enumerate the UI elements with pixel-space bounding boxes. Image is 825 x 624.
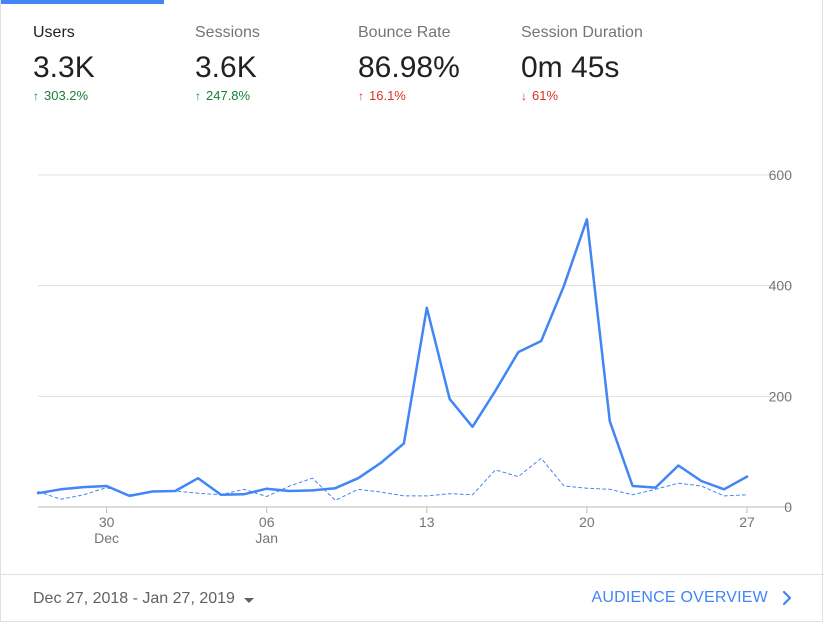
y-tick-label: 0 <box>784 499 792 515</box>
x-tick-label: 20 <box>579 514 595 530</box>
metric-change: ↑ 247.8% <box>195 88 260 103</box>
x-tick-label: 06 <box>259 514 275 530</box>
audience-overview-label: AUDIENCE OVERVIEW <box>591 589 768 606</box>
metric-change-value: 61% <box>532 88 559 103</box>
x-tick-sublabel: Dec <box>94 530 119 546</box>
arrow-up-icon: ↑ <box>33 88 39 103</box>
metric-change: ↑ 303.2% <box>33 88 95 103</box>
arrow-up-icon: ↑ <box>358 88 364 103</box>
series-line-previous-period <box>37 457 748 501</box>
x-tick-sublabel: Jan <box>255 530 278 546</box>
audience-overview-link[interactable]: AUDIENCE OVERVIEW <box>592 589 792 607</box>
footer-divider <box>1 574 824 575</box>
metric-session-duration[interactable]: Session Duration 0m 45s ↓ 61% <box>521 24 643 103</box>
metric-sessions[interactable]: Sessions 3.6K ↑ 247.8% <box>195 24 260 103</box>
metric-change-value: 247.8% <box>206 88 251 103</box>
metric-label: Session Duration <box>521 24 643 41</box>
chevron-right-icon <box>782 590 792 606</box>
metric-change: ↑ 16.1% <box>358 88 460 103</box>
y-tick-label: 200 <box>769 388 793 404</box>
caret-down-icon <box>243 597 254 603</box>
metric-users[interactable]: Users 3.3K ↑ 303.2% <box>33 24 95 103</box>
metric-label: Sessions <box>195 24 260 41</box>
metric-value: 0m 45s <box>521 51 620 84</box>
gridlines <box>38 174 791 508</box>
active-tab-indicator <box>1 0 164 4</box>
metric-value: 3.6K <box>195 51 257 84</box>
series-line-users <box>36 218 749 498</box>
metric-value: 86.98% <box>358 51 460 84</box>
y-axis-ticks: 0 200 400 600 <box>769 167 793 515</box>
x-tick-label: 27 <box>739 514 755 530</box>
arrow-up-icon: ↑ <box>195 88 201 103</box>
metric-change-value: 303.2% <box>44 88 89 103</box>
x-tick-label: 30 <box>99 514 115 530</box>
metric-value: 3.3K <box>33 51 95 84</box>
metric-label: Users <box>33 24 75 41</box>
series-lines <box>36 218 749 501</box>
date-range-label: Dec 27, 2018 - Jan 27, 2019 <box>33 590 235 607</box>
arrow-down-icon: ↓ <box>521 88 527 103</box>
metric-bounce-rate[interactable]: Bounce Rate 86.98% ↑ 16.1% <box>358 24 460 103</box>
y-tick-label: 400 <box>769 278 793 294</box>
metric-change: ↓ 61% <box>521 88 643 103</box>
date-range-selector[interactable]: Dec 27, 2018 - Jan 27, 2019 <box>33 590 254 608</box>
x-tick-label: 13 <box>419 514 435 530</box>
metric-label: Bounce Rate <box>358 24 451 41</box>
metric-change-value: 16.1% <box>369 88 406 103</box>
y-tick-label: 600 <box>769 167 793 183</box>
